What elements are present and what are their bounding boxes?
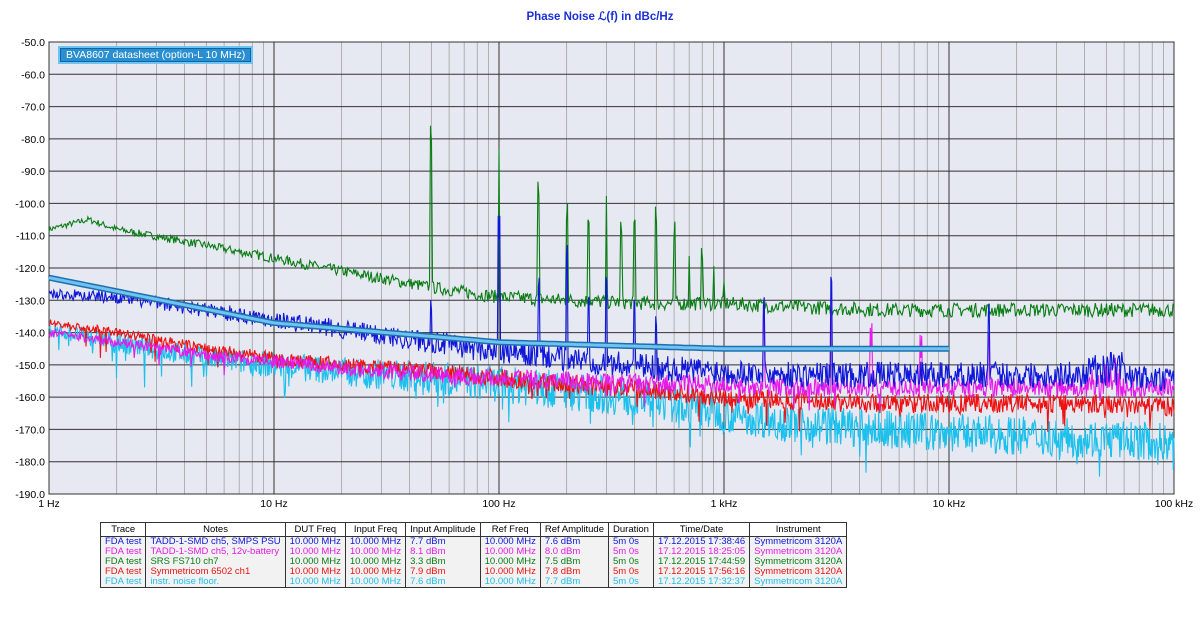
table-row: FDA test Symmetricom 6502 ch1 10.000 MHz 10… bbox=[99, 567, 848, 577]
y-tick-label: -60.0 bbox=[21, 69, 45, 81]
table-cell: 7.5 dBm bbox=[539, 557, 610, 567]
table-cell: 17.12.2015 17:56:16 bbox=[652, 567, 751, 577]
table-cell: 7.6 dBm bbox=[539, 536, 610, 547]
table-header-cell: Input Freq bbox=[344, 522, 407, 537]
table-cell: 7.6 dBm bbox=[405, 577, 481, 588]
table-row: FDA test TADD-1-SMD ch5, SMPS PSU 10.000 M… bbox=[99, 536, 848, 547]
table-header-cell: Duration bbox=[608, 522, 654, 537]
table-cell: Symmetricom 3120A bbox=[749, 547, 848, 557]
table-cell: 10.000 MHz bbox=[479, 557, 541, 567]
x-tick-label: 100 kHz bbox=[1155, 498, 1194, 510]
y-tick-label: -120.0 bbox=[15, 263, 45, 275]
table-cell: FDA test bbox=[99, 577, 147, 588]
table-cell: Symmetricom 3120A bbox=[749, 577, 848, 588]
table-cell: 17.12.2015 17:44:59 bbox=[652, 557, 751, 567]
y-tick-label: -170.0 bbox=[15, 424, 45, 436]
x-tick-label: 10 Hz bbox=[260, 498, 287, 510]
table-cell: 8.0 dBm bbox=[539, 547, 610, 557]
series-line bbox=[48, 125, 1175, 319]
table-cell: FDA test bbox=[99, 536, 147, 547]
table-cell: 10.000 MHz bbox=[344, 577, 407, 588]
y-tick-label: -90.0 bbox=[21, 166, 45, 178]
table-cell: instr. noise floor. bbox=[145, 577, 286, 588]
table-row: FDA test TADD-1-SMD ch5, 12v-battery 10.00… bbox=[99, 547, 848, 557]
table-cell: FDA test bbox=[99, 557, 147, 567]
x-tick-label: 1 kHz bbox=[711, 498, 738, 510]
table-header-cell: Ref Freq bbox=[479, 522, 541, 537]
table-cell: Symmetricom 3120A bbox=[749, 567, 848, 577]
y-tick-label: -130.0 bbox=[15, 295, 45, 307]
y-tick-label: -150.0 bbox=[15, 360, 45, 372]
table-row: FDA test SRS FS710 ch7 10.000 MHz 10.000 MH… bbox=[99, 557, 848, 567]
table-cell: FDA test bbox=[99, 567, 147, 577]
table-cell: 17.12.2015 17:32:37 bbox=[652, 577, 751, 588]
y-tick-label: -80.0 bbox=[21, 134, 45, 146]
table-cell: FDA test bbox=[99, 547, 147, 557]
y-tick-label: -160.0 bbox=[15, 392, 45, 404]
y-tick-label: -70.0 bbox=[21, 102, 45, 114]
y-tick-label: -190.0 bbox=[15, 489, 45, 501]
chart-title: Phase Noise ℒ(f) in dBc/Hz bbox=[526, 11, 674, 23]
reference-line bbox=[48, 276, 949, 351]
table-cell: 10.000 MHz bbox=[479, 577, 541, 588]
table-cell: 10.000 MHz bbox=[479, 547, 541, 557]
trace-table: Trace Notes DUT Freq Input Freq Input Amplit… bbox=[99, 522, 848, 588]
table-cell: 17.12.2015 17:38:46 bbox=[652, 536, 751, 547]
table-header-cell: DUT Freq bbox=[284, 522, 346, 537]
table-cell: 10.000 MHz bbox=[284, 577, 346, 588]
table-header-cell: Notes bbox=[145, 522, 286, 537]
legend-reference-label: BVA8607 datasheet (option-L 10 MHz) bbox=[58, 46, 254, 64]
table-cell: 10.000 MHz bbox=[344, 547, 407, 557]
y-tick-label: -50.0 bbox=[21, 37, 45, 49]
table-header-cell: Input Amplitude bbox=[405, 522, 481, 537]
y-tick-label: -110.0 bbox=[16, 231, 45, 243]
table-cell: 7.8 dBm bbox=[539, 567, 610, 577]
table-header-cell: Ref Amplitude bbox=[539, 522, 610, 537]
table-cell: 17.12.2015 18:25:05 bbox=[652, 547, 751, 557]
x-tick-label: 10 kHz bbox=[933, 498, 966, 510]
table-cell: Symmetricom 3120A bbox=[749, 557, 848, 567]
table-cell: 10.000 MHz bbox=[344, 557, 407, 567]
y-tick-label: -180.0 bbox=[15, 457, 45, 469]
table-cell: Symmetricom 3120A bbox=[749, 536, 848, 547]
x-tick-label: 1 Hz bbox=[38, 498, 60, 510]
table-cell: 7.7 dBm bbox=[539, 577, 610, 588]
table-header-row: Trace Notes DUT Freq Input Freq Input Amplit… bbox=[99, 522, 848, 537]
table-header-cell: Time/Date bbox=[652, 522, 751, 537]
series-line bbox=[48, 306, 1175, 411]
table-header-cell: Instrument bbox=[749, 522, 848, 537]
table-row: FDA test instr. noise floor. 10.000 MHz 10.… bbox=[99, 577, 848, 588]
table-cell: 10.000 MHz bbox=[479, 536, 541, 547]
y-tick-label: -140.0 bbox=[15, 328, 45, 340]
table-cell: 10.000 MHz bbox=[344, 567, 407, 577]
table-cell: 10.000 MHz bbox=[479, 567, 541, 577]
table-cell: 5m 0s bbox=[608, 577, 654, 588]
table-header-cell: Trace bbox=[99, 522, 147, 537]
y-tick-label: -100.0 bbox=[15, 198, 45, 210]
table-cell: 10.000 MHz bbox=[344, 536, 407, 547]
x-tick-label: 100 Hz bbox=[482, 498, 515, 510]
phase-noise-chart: 1 Hz 10 Hz 100 Hz 1 kHz 10 kHz 100 kHz -50.0 -6… bbox=[15, 37, 1194, 510]
